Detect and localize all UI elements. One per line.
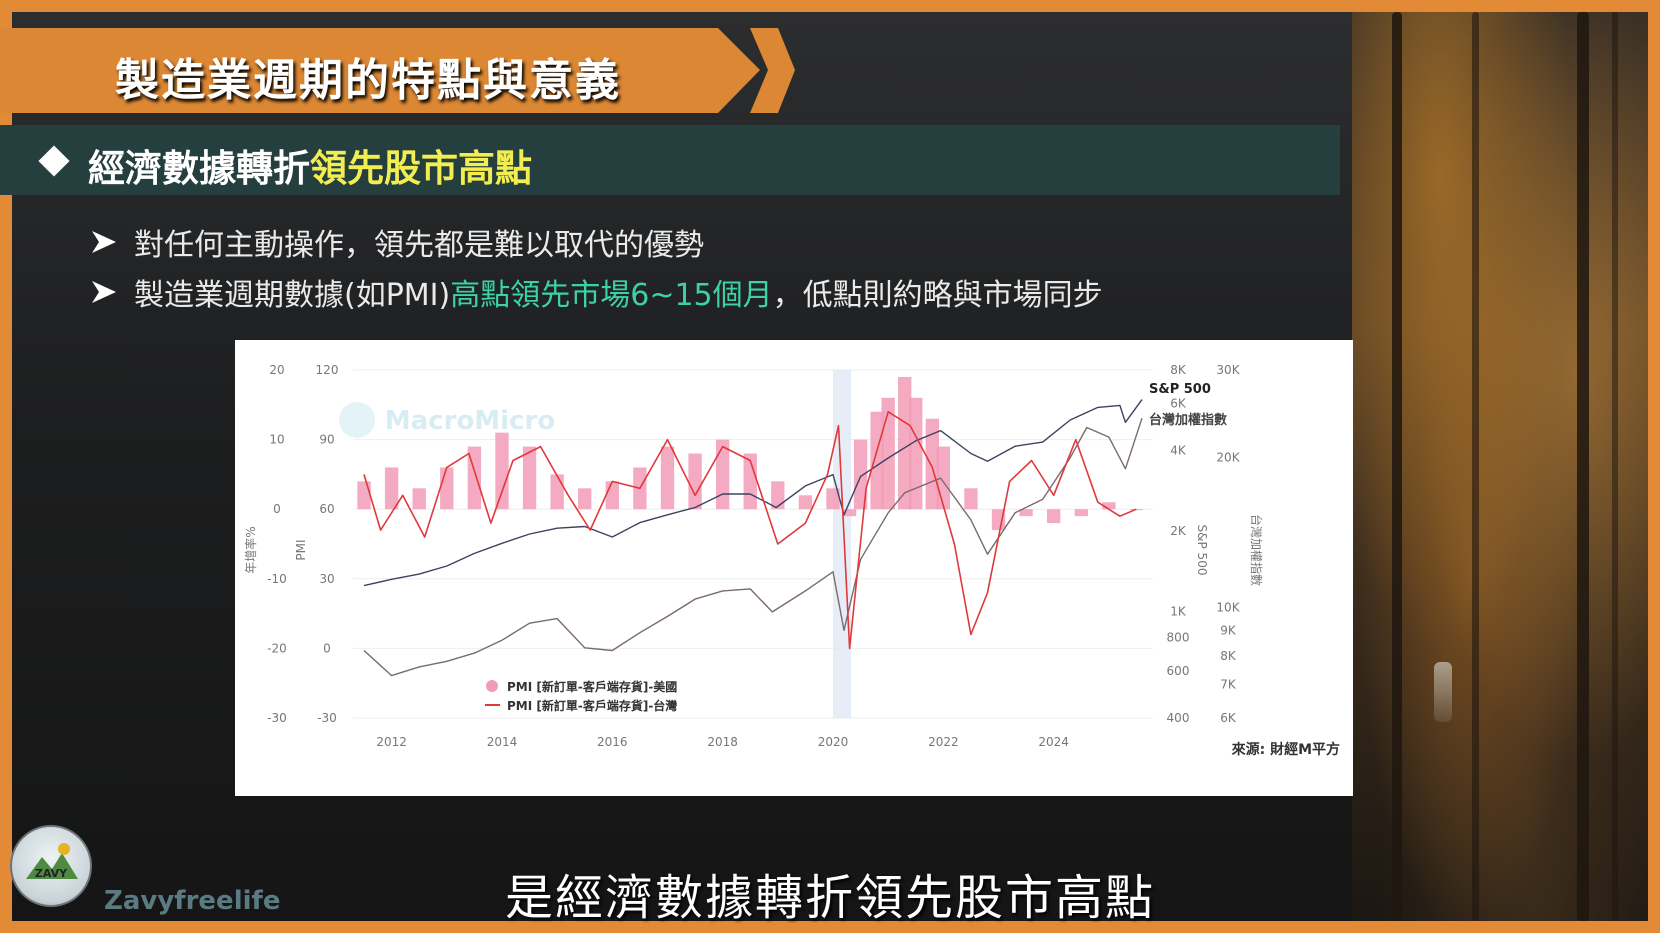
us-pmi-bar: [798, 495, 813, 510]
sp500-series-label: S&P 500: [1149, 382, 1211, 397]
x-tick-label: 2016: [597, 735, 628, 749]
watermark-logo-icon: [339, 402, 375, 438]
right-inner-tick-label: 2K: [1170, 524, 1187, 538]
left-outer-tick-label: -10: [267, 572, 287, 586]
us-pmi-bar: [909, 397, 923, 510]
arrow-bullet-icon: [92, 281, 116, 303]
us-pmi-bar: [991, 509, 1006, 531]
us-pmi-bar: [522, 446, 537, 510]
pmi-vs-index-chart: 20 120 10 90 0 60 -10 30 -20 0 -30 -30 8K 6K 4K 2K 1K 800…: [243, 363, 1340, 758]
us-pmi-bar: [1102, 502, 1116, 510]
x-tick-label: 2024: [1038, 735, 1069, 749]
subheading-bar: [0, 125, 1340, 195]
left-inner-tick-label: 0: [323, 641, 331, 655]
bullet-1-text: 對任何主動操作，領先都是難以取代的優勢: [134, 228, 704, 263]
right-inner-tick-label: 4K: [1170, 444, 1187, 458]
us-pmi-bar: [384, 467, 399, 510]
left-outer-tick-label: -20: [267, 641, 287, 655]
left-inner-axis-title: PMI: [294, 539, 308, 560]
bullet-2-text-a: 製造業週期數據(如PMI): [134, 278, 451, 313]
right-inner-tick-label: 6K: [1170, 396, 1187, 410]
right-outer-tick-label: 8K: [1220, 649, 1237, 663]
right-outer-tick-label: 7K: [1220, 678, 1237, 692]
taiex-line: [363, 417, 1143, 677]
right-inner-tick-label: 1K: [1170, 605, 1187, 619]
left-outer-tick-label: 0: [273, 502, 281, 516]
bullet-2-highlight: 高點領先市場6~15個月: [450, 278, 773, 313]
left-inner-tick-label: -30: [317, 711, 337, 725]
bullet-2: 製造業週期數據(如PMI)高點領先市場6~15個月，低點則約略與市場同步: [90, 270, 1103, 314]
us-pmi-bar: [715, 439, 730, 510]
us-pmi-bar: [771, 481, 785, 510]
us-pmi-bar: [826, 488, 840, 510]
right-inner-tick-label: 8K: [1170, 363, 1187, 377]
right-outer-axis-title: 台灣加權指數: [1249, 514, 1264, 586]
right-outer-tick-label: 9K: [1220, 623, 1237, 637]
right-outer-tick-label: 6K: [1220, 711, 1237, 725]
taiex-series-label: 台灣加權指數: [1149, 412, 1227, 428]
us-pmi-bar: [605, 481, 619, 510]
left-outer-tick-label: 10: [269, 433, 284, 447]
us-pmi-bar: [964, 488, 978, 510]
channel-name: Zavyfreelife: [104, 886, 281, 916]
legend-us-label: PMI [新訂單-客戶端存貨]-美國: [507, 679, 677, 694]
mountain-logo-icon: ZAVY: [26, 843, 78, 880]
x-tick-label: 2020: [818, 735, 849, 749]
right-inner-tick-label: 600: [1167, 664, 1190, 678]
us-pmi-bar: [550, 474, 564, 510]
left-outer-axis-title: 年增率%: [243, 526, 258, 573]
bullet-2-text-b: ，低點則約略與市場同步: [772, 278, 1103, 313]
x-tick-label: 2012: [376, 735, 407, 749]
us-pmi-bar: [357, 481, 371, 510]
us-pmi-bar: [688, 453, 702, 510]
us-pmi-bar: [578, 488, 592, 510]
chart-panel: 20 120 10 90 0 60 -10 30 -20 0 -30 -30 8K 6K 4K 2K 1K 800…: [235, 340, 1353, 796]
us-pmi-bar: [1047, 509, 1061, 524]
legend-us-swatch: [486, 680, 498, 692]
right-inner-tick-label: 400: [1167, 711, 1190, 725]
left-outer-tick-label: -30: [267, 711, 287, 725]
left-inner-tick-label: 120: [316, 363, 339, 377]
us-pmi-bar: [925, 418, 939, 510]
right-outer-tick-label: 20K: [1216, 451, 1240, 465]
logo-text: ZAVY: [35, 867, 68, 880]
subheading-highlight: 領先股市高點: [310, 147, 532, 190]
right-inner-tick-label: 800: [1167, 630, 1190, 644]
left-outer-tick-label: 20: [269, 363, 284, 377]
bullet-1: 對任何主動操作，領先都是難以取代的優勢: [90, 220, 704, 264]
us-pmi-bar: [853, 439, 868, 510]
us-pmi-bar: [842, 509, 857, 517]
channel-logo: ZAVY: [10, 825, 92, 907]
us-pmi-bar: [1074, 509, 1088, 517]
left-inner-tick-label: 30: [319, 572, 334, 586]
x-tick-label: 2022: [928, 735, 959, 749]
left-inner-tick-label: 60: [319, 502, 334, 516]
slide-title: 製造業週期的特點與意義: [115, 55, 621, 106]
forest-photo: [1352, 12, 1648, 921]
subheading: 經濟數據轉折領先股市高點: [88, 138, 532, 192]
us-pmi-bar: [898, 376, 912, 510]
us-pmi-bar: [495, 432, 509, 510]
us-pmi-bar: [660, 446, 675, 510]
right-inner-axis-title: S&P 500: [1195, 525, 1209, 576]
arrow-bullet-icon: [92, 231, 116, 253]
subtitle-caption: 是經濟數據轉折領先股市高點: [504, 870, 1155, 926]
us-pmi-bar: [412, 488, 426, 510]
shaded-period: [833, 370, 852, 718]
us-pmi-bar: [440, 467, 454, 510]
left-inner-tick-label: 90: [319, 433, 334, 447]
x-tick-label: 2014: [487, 735, 518, 749]
right-outer-tick-label: 10K: [1216, 601, 1240, 615]
sp500-line: [363, 399, 1143, 587]
chart-source: 來源: 財經M平方: [1232, 741, 1340, 758]
subheading-prefix: 經濟數據轉折: [88, 147, 310, 190]
watermark: MacroMicro: [385, 406, 555, 436]
title-banner: [0, 28, 760, 113]
us-pmi-bar: [936, 446, 951, 510]
x-tick-label: 2018: [707, 735, 738, 749]
tw-pmi-line: [363, 411, 1137, 650]
right-outer-tick-label: 30K: [1216, 363, 1240, 377]
us-pmi-bar: [1019, 509, 1033, 517]
legend-tw-label: PMI [新訂單-客戶端存貨]-台灣: [507, 698, 677, 713]
